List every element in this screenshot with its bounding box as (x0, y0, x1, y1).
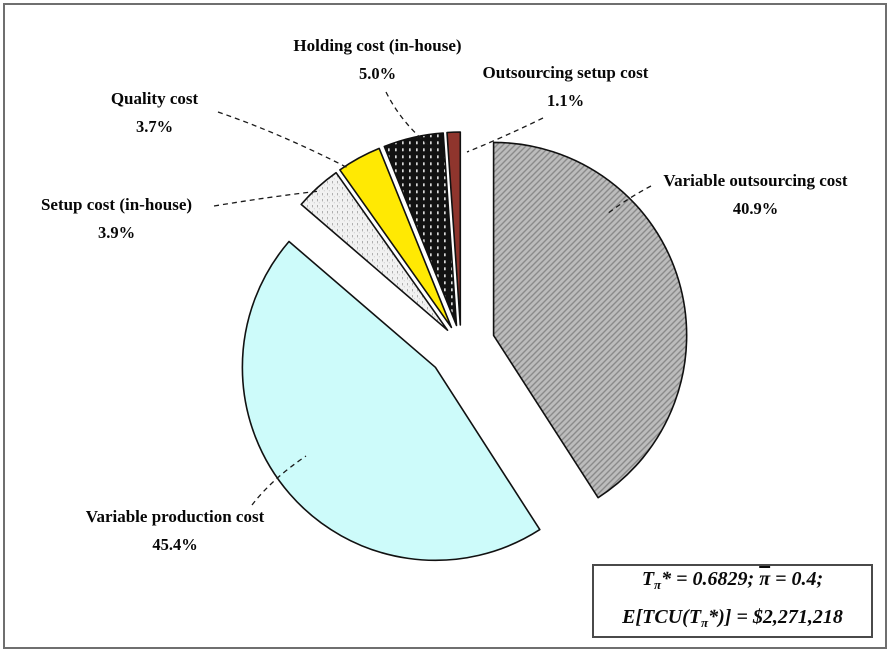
pie-slice-5 (446, 131, 462, 326)
formula-segment: T (641, 568, 655, 590)
pie-label-holding-cost: Holding cost (in-house) 5.0% (250, 35, 505, 84)
formula-segment: ( (682, 606, 689, 628)
leader-lines-group (213, 91, 652, 506)
formula-segment: * = 0.6829; (661, 568, 760, 590)
slice-percent-text: 3.7% (135, 117, 174, 136)
pie-label-variable-outsourcing-cost: Variable outsourcing cost 40.9% (628, 170, 883, 219)
slice-percent-text: 3.9% (97, 223, 136, 242)
pie-slice-3 (339, 147, 453, 329)
summary-line-2: E[TCU(Tπ*)] = $2,271,218 (622, 601, 843, 639)
formula-segment: = 0.4; (770, 568, 824, 590)
slice-label-text: Quality cost (110, 89, 199, 108)
pie-label-setup-cost: Setup cost (in-house) 3.9% (14, 194, 219, 243)
slice-label-text: Setup cost (in-house) (40, 195, 193, 214)
leader-holding-cost (385, 91, 437, 152)
pie-slice-1 (241, 240, 541, 562)
slice-label-text: Variable production cost (85, 507, 265, 526)
pie-slice-2 (300, 171, 449, 331)
pie-label-quality-cost: Quality cost 3.7% (52, 88, 257, 137)
formula-segment: π (654, 577, 662, 592)
slice-percent-text: 5.0% (358, 64, 397, 83)
leader-outsourcing-setup-cost (466, 117, 544, 153)
formula-segment: * (708, 606, 719, 628)
pie-label-outsourcing-setup-cost: Outsourcing setup cost 1.1% (438, 62, 693, 111)
leader-variable-outsourcing-cost (606, 185, 652, 215)
slice-label-text: Variable outsourcing cost (663, 171, 848, 190)
formula-segment: π (759, 568, 771, 590)
leader-variable-production-cost (251, 455, 307, 506)
pie-slice-0 (492, 141, 688, 499)
formula-segment: )] = $2,271,218 (718, 606, 843, 628)
pie-label-variable-production-cost: Variable production cost 45.4% (50, 506, 300, 555)
formula-segment: [ (635, 606, 643, 628)
summary-line-1: Tπ* = 0.6829; π = 0.4; (642, 563, 823, 601)
formula-segment: π (701, 615, 709, 630)
leader-setup-cost (213, 190, 321, 207)
pie-slice-4 (383, 132, 458, 327)
slice-percent-text: 45.4% (152, 535, 198, 554)
pie-slices-group (241, 131, 688, 562)
formula-segment: E (622, 606, 636, 628)
leader-quality-cost (217, 111, 351, 170)
formula-segment: T (688, 606, 702, 628)
formula-segment: TCU (642, 606, 683, 628)
slice-label-text: Outsourcing setup cost (482, 63, 649, 82)
slice-percent-text: 1.1% (546, 91, 585, 110)
summary-formula-box: Tπ* = 0.6829; π = 0.4; E[TCU(Tπ*)] = $2,… (592, 564, 873, 638)
slice-label-text: Holding cost (in-house) (293, 36, 462, 55)
slice-percent-text: 40.9% (732, 199, 779, 218)
